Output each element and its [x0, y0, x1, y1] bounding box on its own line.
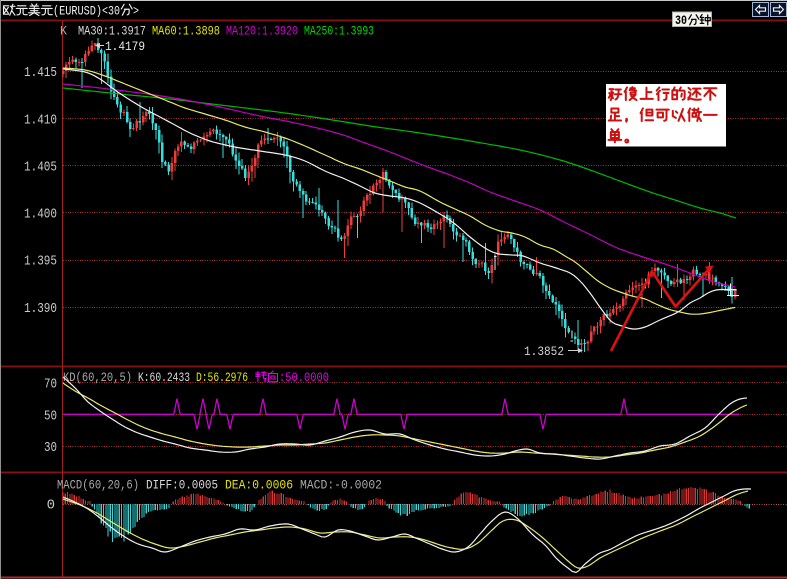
svg-text:1.390: 1.390: [24, 301, 57, 317]
svg-text:MA60:1.3898: MA60:1.3898: [152, 24, 220, 39]
svg-text:0: 0: [47, 497, 55, 513]
svg-text:MACD(60,20,6): MACD(60,20,6): [57, 478, 139, 493]
svg-text:>: >: [133, 5, 139, 19]
svg-text:MACD:-0.0002: MACD:-0.0002: [300, 478, 382, 493]
svg-text:30: 30: [675, 14, 687, 28]
svg-text:(EURUSD): (EURUSD): [53, 5, 102, 19]
svg-text:1.405: 1.405: [24, 159, 57, 175]
svg-text:MA30:1.3917: MA30:1.3917: [78, 24, 146, 39]
svg-text::50.0000: :50.0000: [279, 370, 329, 385]
svg-text:1.395: 1.395: [24, 254, 57, 270]
svg-text:1.3852: 1.3852: [524, 344, 564, 359]
svg-text:MA120:1.3920: MA120:1.3920: [226, 24, 298, 39]
svg-text:MA250:1.3993: MA250:1.3993: [304, 24, 374, 39]
svg-text:50: 50: [44, 408, 57, 424]
svg-text:1.400: 1.400: [24, 207, 57, 223]
svg-text:K:60.2433: K:60.2433: [138, 370, 190, 385]
svg-text:DIFF:0.0005: DIFF:0.0005: [146, 478, 218, 493]
svg-text:1.4179: 1.4179: [105, 39, 145, 54]
svg-text:30: 30: [44, 440, 57, 456]
svg-text:K: K: [60, 24, 67, 39]
svg-text:D:56.2976: D:56.2976: [196, 370, 248, 385]
svg-text:1.410: 1.410: [24, 112, 57, 128]
svg-text:DEA:0.0006: DEA:0.0006: [225, 478, 293, 493]
svg-text:<30: <30: [102, 5, 120, 19]
svg-text:1.415: 1.415: [24, 65, 57, 81]
svg-text:70: 70: [44, 376, 57, 392]
svg-text:KD(60,20,5): KD(60,20,5): [63, 370, 132, 385]
